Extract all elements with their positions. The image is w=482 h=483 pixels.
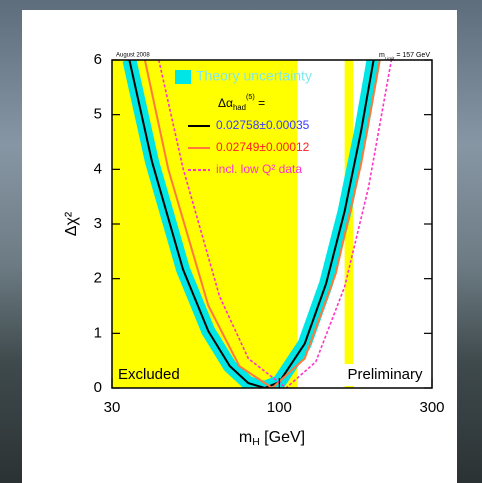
x-axis-label-sub: H [252,437,260,448]
y-tick-label: 2 [94,270,102,287]
legend-label: 0.02749±0.00012 [216,140,310,154]
legend-header-rest: = [255,96,265,110]
y-tick-label: 1 [94,324,102,341]
x-axis-label-main: m [239,429,252,446]
date-note: August 2008 [116,53,150,59]
y-tick-label: 0 [94,379,102,396]
legend-header-main: Δα [218,96,233,110]
x-tick-label: 30 [104,399,121,416]
y-axis-label: Δχ² [63,211,80,236]
page: 012345630100300mH [GeV]Δχ²August 2008mLi… [0,0,482,483]
legend-swatch [175,70,191,84]
x-tick-label: 300 [419,399,444,416]
x-axis-label: mH [GeV] [239,429,305,448]
plot-area [112,60,391,388]
limit-note-rest: = 157 GeV [394,52,430,59]
chart: 012345630100300mH [GeV]Δχ²August 2008mLi… [0,0,482,483]
y-tick-label: 6 [94,51,102,68]
legend-label: incl. low Q² data [216,162,302,176]
legend-header-sub: had [233,103,246,112]
x-tick-label: 100 [267,399,292,416]
legend-label: 0.02758±0.00035 [216,118,310,132]
legend-label: Theory uncertainty [196,68,312,84]
legend-header-sup: (5) [246,92,255,101]
excluded-label: Excluded [118,366,180,383]
y-tick-label: 5 [94,106,102,123]
y-tick-label: 3 [94,215,102,232]
preliminary-label: Preliminary [347,366,423,383]
y-tick-label: 4 [94,160,102,177]
x-axis-label-rest: [GeV] [260,429,305,446]
